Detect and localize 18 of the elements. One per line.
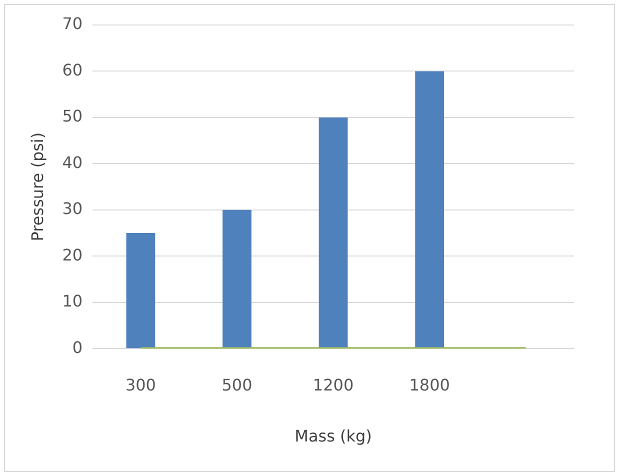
x-tick-label: 500 [222,375,252,394]
y-tick-label: 70 [62,14,83,34]
x-tick-label: 300 [125,375,156,394]
y-tick-label: 40 [62,152,83,172]
bar [318,117,348,348]
bar [415,71,444,348]
x-tick-label: 1800 [409,375,450,394]
y-tick-label: 20 [62,245,83,264]
x-tick-label: 1200 [312,375,354,394]
y-axis-title: Pressure (psi) [28,132,47,242]
y-tick-label: 10 [62,292,83,311]
y-tick-label: 60 [62,60,83,80]
bar [222,210,252,348]
y-tick-label: 30 [62,199,83,218]
y-tick-label: 0 [72,338,83,357]
bar [126,233,156,348]
x-axis-title: Mass (kg) [294,426,372,446]
y-tick-label: 50 [62,106,83,126]
